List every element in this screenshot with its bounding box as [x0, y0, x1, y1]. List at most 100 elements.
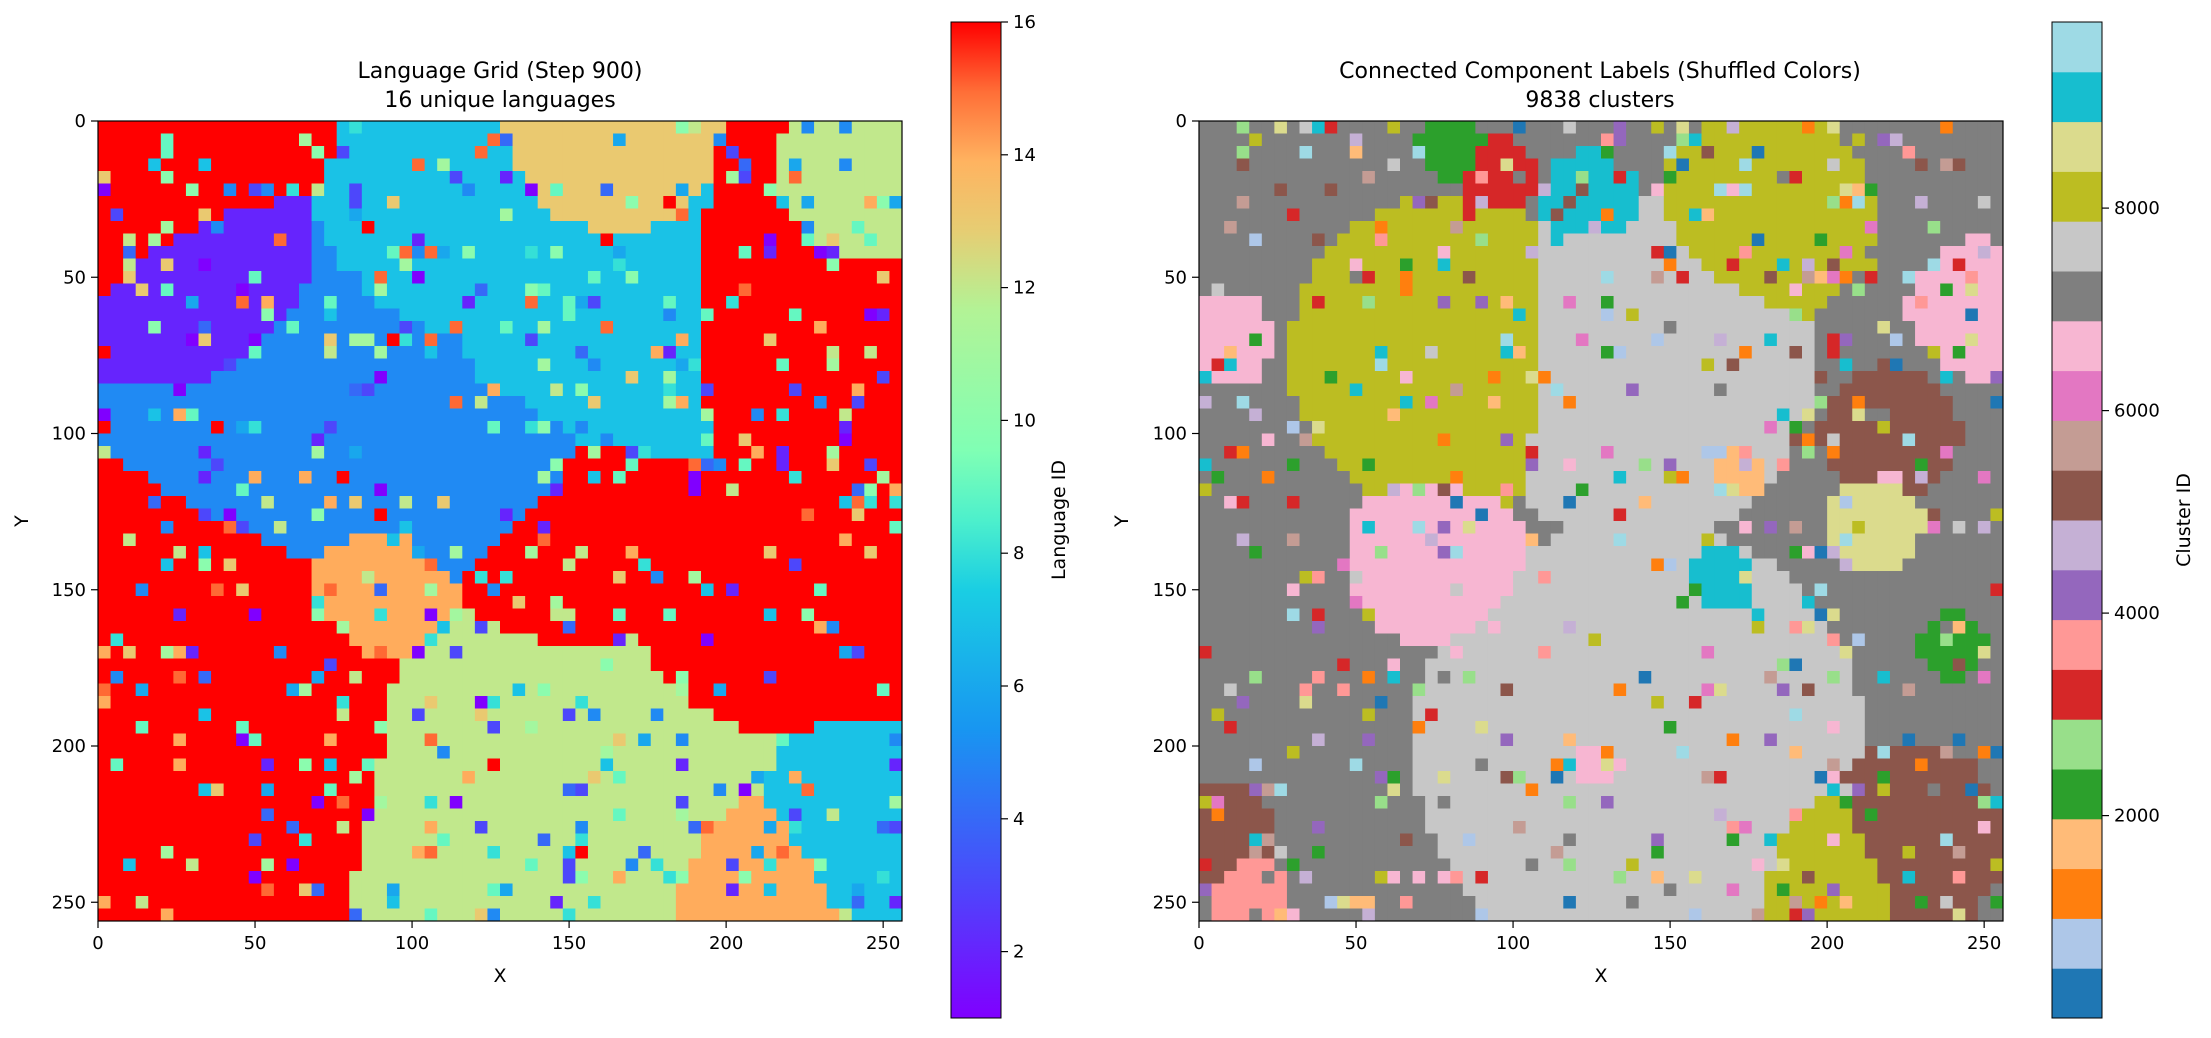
heatmap-cell: [789, 346, 802, 359]
heatmap-cell: [1224, 284, 1237, 297]
heatmap-cell: [173, 484, 186, 497]
heatmap-cell: [864, 709, 877, 722]
heatmap-cell: [852, 246, 865, 259]
heatmap-cell: [739, 459, 752, 472]
heatmap-cell: [1538, 146, 1551, 159]
heatmap-cell: [1777, 184, 1790, 197]
heatmap-cell: [889, 171, 902, 184]
heatmap-cell: [1714, 134, 1727, 147]
heatmap-cell: [802, 409, 815, 422]
heatmap-cell: [701, 646, 714, 659]
heatmap-cell: [601, 346, 614, 359]
heatmap-cell: [839, 546, 852, 559]
heatmap-cell: [487, 484, 500, 497]
heatmap-cell: [852, 134, 865, 147]
heatmap-cell: [1890, 196, 1903, 209]
heatmap-cell: [877, 409, 890, 422]
heatmap-cell: [111, 521, 124, 534]
heatmap-cell: [802, 871, 815, 884]
heatmap-cell: [312, 846, 325, 859]
heatmap-cell: [1601, 121, 1614, 134]
heatmap-cell: [663, 246, 676, 259]
heatmap-cell: [286, 834, 299, 847]
heatmap-cell: [136, 621, 149, 634]
heatmap-cell: [487, 721, 500, 734]
heatmap-cell: [450, 521, 463, 534]
heatmap-cell: [475, 896, 488, 909]
heatmap-cell: [739, 434, 752, 447]
heatmap-cell: [161, 684, 174, 697]
heatmap-cell: [676, 584, 689, 597]
heatmap-cell: [261, 646, 274, 659]
heatmap-cell: [1651, 146, 1664, 159]
heatmap-cell: [211, 759, 224, 772]
heatmap-cell: [588, 784, 601, 797]
heatmap-cell: [688, 246, 701, 259]
heatmap-cell: [261, 159, 274, 172]
heatmap-cell: [726, 259, 739, 272]
heatmap-cell: [814, 346, 827, 359]
heatmap-cell: [802, 159, 815, 172]
heatmap-cell: [1990, 259, 2003, 272]
heatmap-cell: [626, 171, 639, 184]
heatmap-cell: [764, 684, 777, 697]
heatmap-cell: [827, 471, 840, 484]
heatmap-cell: [324, 121, 337, 134]
heatmap-cell: [789, 121, 802, 134]
heatmap-cell: [374, 684, 387, 697]
heatmap-cell: [324, 859, 337, 872]
heatmap-cell: [814, 659, 827, 672]
heatmap-cell: [827, 334, 840, 347]
heatmap-cell: [1224, 234, 1237, 247]
heatmap-cell: [437, 534, 450, 547]
heatmap-cell: [387, 746, 400, 759]
heatmap-cell: [148, 134, 161, 147]
heatmap-cell: [500, 534, 513, 547]
heatmap-cell: [450, 246, 463, 259]
heatmap-cell: [387, 534, 400, 547]
heatmap-cell: [1475, 159, 1488, 172]
heatmap-cell: [877, 384, 890, 397]
heatmap-cell: [462, 596, 475, 609]
heatmap-cell: [688, 621, 701, 634]
heatmap-cell: [312, 659, 325, 672]
heatmap-cell: [249, 296, 262, 309]
heatmap-cell: [437, 884, 450, 897]
heatmap-cell: [400, 371, 413, 384]
heatmap-cell: [588, 346, 601, 359]
heatmap-cell: [651, 584, 664, 597]
heatmap-cell: [538, 284, 551, 297]
heatmap-cell: [714, 171, 727, 184]
heatmap-cell: [1940, 146, 1953, 159]
heatmap-cell: [877, 209, 890, 222]
heatmap-cell: [1601, 146, 1614, 159]
heatmap-cell: [1777, 159, 1790, 172]
heatmap-cell: [726, 346, 739, 359]
heatmap-cell: [789, 871, 802, 884]
heatmap-cell: [173, 796, 186, 809]
heatmap-cell: [802, 309, 815, 322]
heatmap-cell: [688, 209, 701, 222]
heatmap-cell: [663, 446, 676, 459]
heatmap-cell: [98, 571, 111, 584]
heatmap-cell: [500, 584, 513, 597]
heatmap-cell: [148, 771, 161, 784]
heatmap-cell: [1450, 196, 1463, 209]
heatmap-cell: [889, 284, 902, 297]
heatmap-cell: [224, 571, 237, 584]
heatmap-cell: [136, 709, 149, 722]
heatmap-cell: [651, 334, 664, 347]
heatmap-cell: [249, 909, 262, 922]
heatmap-cell: [1651, 246, 1664, 259]
heatmap-cell: [776, 246, 789, 259]
heatmap-cell: [450, 821, 463, 834]
heatmap-cell: [111, 234, 124, 247]
heatmap-cell: [1488, 259, 1501, 272]
heatmap-cell: [1827, 259, 1840, 272]
heatmap-cell: [173, 446, 186, 459]
heatmap-cell: [626, 471, 639, 484]
heatmap-cell: [513, 646, 526, 659]
heatmap-cell: [324, 546, 337, 559]
heatmap-cell: [1526, 209, 1539, 222]
heatmap-cell: [751, 184, 764, 197]
